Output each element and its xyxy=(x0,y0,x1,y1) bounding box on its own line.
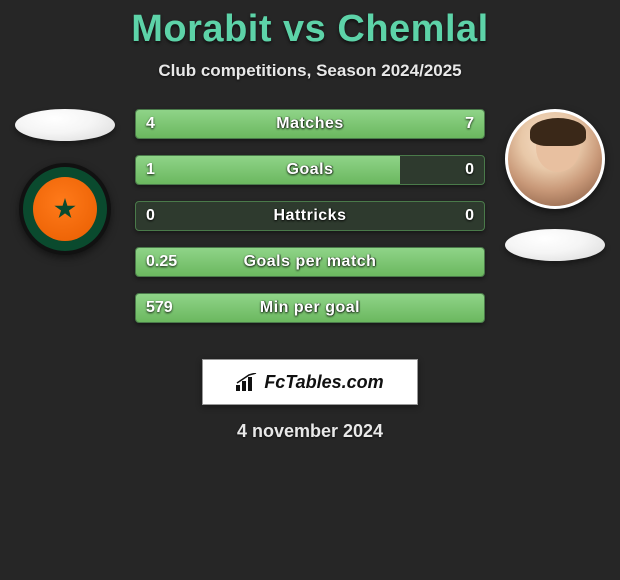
stat-row: 0Hattricks0 xyxy=(135,201,485,231)
stat-bars: 4Matches71Goals00Hattricks00.25Goals per… xyxy=(135,109,485,339)
stat-label: Matches xyxy=(136,110,484,138)
bar-chart-icon xyxy=(236,373,258,391)
stat-row: 0.25Goals per match xyxy=(135,247,485,277)
club-badge-left xyxy=(19,163,111,255)
stat-label: Min per goal xyxy=(136,294,484,322)
stat-value-right: 7 xyxy=(465,110,474,138)
stat-label: Hattricks xyxy=(136,202,484,230)
stat-row: 1Goals0 xyxy=(135,155,485,185)
brand-box[interactable]: FcTables.com xyxy=(202,359,418,405)
player-left-placeholder xyxy=(15,109,115,141)
stat-label: Goals per match xyxy=(136,248,484,276)
date-text: 4 november 2024 xyxy=(0,421,620,442)
subtitle: Club competitions, Season 2024/2025 xyxy=(0,61,620,81)
stat-row: 4Matches7 xyxy=(135,109,485,139)
star-icon xyxy=(54,198,76,220)
stat-value-right: 0 xyxy=(465,202,474,230)
stat-label: Goals xyxy=(136,156,484,184)
stat-value-right: 0 xyxy=(465,156,474,184)
player-right-column xyxy=(500,109,610,261)
brand-text: FcTables.com xyxy=(264,372,383,393)
club-badge-left-inner xyxy=(33,177,97,241)
player-left-column xyxy=(10,109,120,255)
comparison-area: 4Matches71Goals00Hattricks00.25Goals per… xyxy=(0,109,620,349)
stat-row: 579Min per goal xyxy=(135,293,485,323)
club-badge-right-placeholder xyxy=(505,229,605,261)
player-right-photo xyxy=(505,109,605,209)
page-title: Morabit vs Chemlal xyxy=(0,0,620,51)
